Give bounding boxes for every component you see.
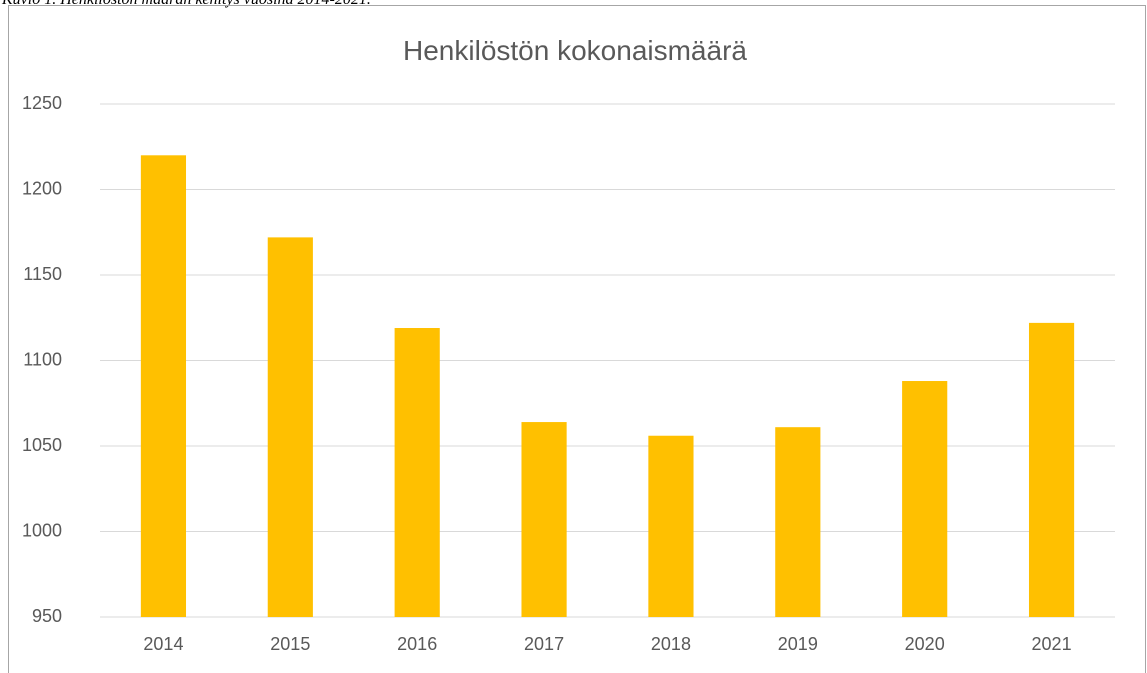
x-tick-label: 2017: [524, 634, 564, 654]
chart-frame: [8, 5, 1146, 673]
x-tick-label: 2020: [905, 634, 945, 654]
bar: [521, 422, 567, 617]
x-tick-label: 2015: [270, 634, 310, 654]
y-tick-label: 1000: [22, 520, 62, 540]
y-tick-label: 1150: [23, 264, 62, 284]
y-tick-label: 950: [32, 606, 62, 626]
bar: [140, 155, 187, 618]
x-tick-label: 2016: [397, 634, 437, 654]
x-tick-label: 2014: [143, 634, 183, 654]
x-tick-label: 2018: [651, 634, 691, 654]
bar: [648, 435, 694, 617]
bar: [1028, 322, 1075, 617]
y-tick-label: 1200: [22, 178, 62, 198]
x-tick-label: 2021: [1032, 634, 1072, 654]
y-tick-label: 1100: [23, 349, 62, 369]
y-tick-label: 1050: [22, 435, 62, 455]
chart-title: Henkilöstön kokonaismäärä: [403, 35, 747, 66]
y-tick-label: 1250: [22, 93, 62, 113]
bar: [267, 237, 313, 617]
x-tick-label: 2019: [778, 634, 818, 654]
bar: [394, 328, 440, 617]
bar: [902, 381, 948, 617]
caption: Kuvio 1. Henkilöstön määrän kehitys vuos…: [1, 0, 371, 8]
bar: [775, 427, 821, 617]
